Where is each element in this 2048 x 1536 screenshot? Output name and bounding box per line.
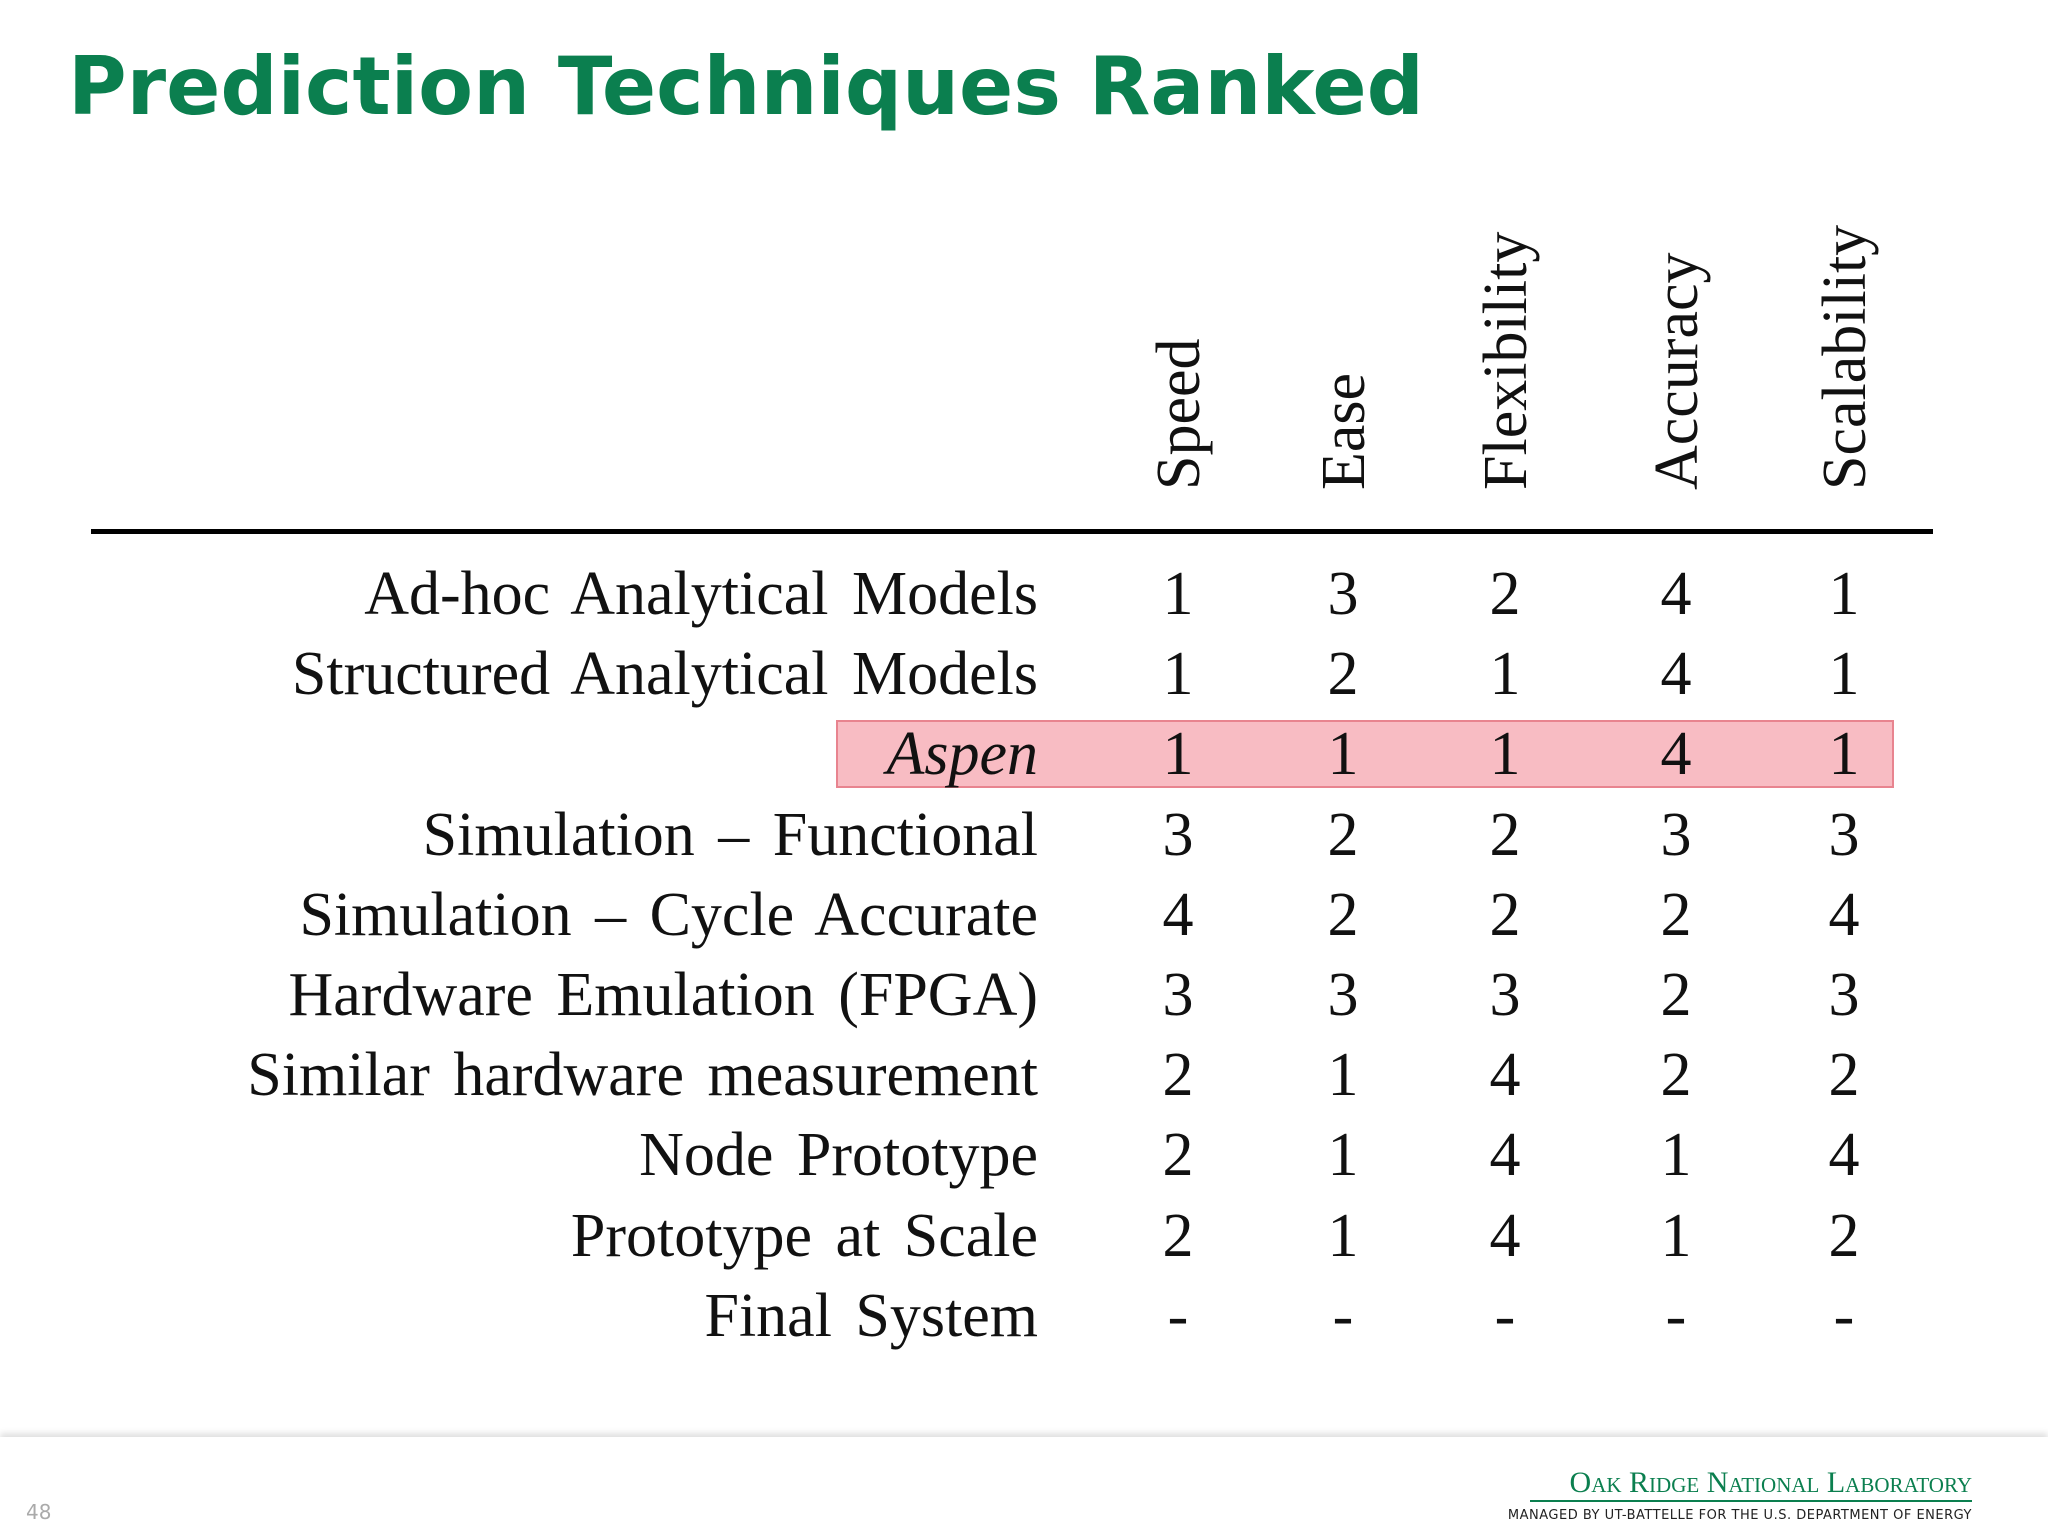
cell-value: 2 — [1327, 640, 1359, 709]
cell-value: 1 — [1828, 720, 1860, 789]
cell-value: 3 — [1327, 560, 1359, 628]
row-highlight — [836, 720, 1894, 789]
cell-value: 4 — [1162, 880, 1194, 949]
cell-value: 1 — [1162, 720, 1194, 789]
cell-value: 2 — [1828, 1201, 1860, 1270]
row-label: Similar hardware measurement — [247, 1041, 1038, 1110]
logo: Oak Ridge National Laboratory — [1529, 1466, 1972, 1502]
cell-value: 2 — [1660, 880, 1692, 949]
cell-value: 4 — [1828, 1121, 1860, 1190]
cell-value: 1 — [1327, 1121, 1359, 1190]
row-label: Structured Analytical Models — [291, 640, 1038, 709]
cell-value: 4 — [1828, 880, 1860, 949]
cell-value: 1 — [1327, 1041, 1359, 1110]
cell-value: 1 — [1327, 1201, 1359, 1270]
column-header: Flexibility — [1472, 231, 1540, 490]
cell-value: 2 — [1489, 560, 1521, 628]
row-label: Simulation – Cycle Accurate — [299, 880, 1038, 949]
cell-value: - — [1665, 1281, 1687, 1350]
footer — [0, 1437, 2048, 1536]
cell-value: 2 — [1327, 880, 1359, 949]
cell-value: 2 — [1162, 1121, 1194, 1190]
cell-value: 3 — [1162, 961, 1194, 1029]
table-rule — [91, 529, 1933, 534]
cell-value: - — [1833, 1281, 1855, 1350]
cell-value: 1 — [1489, 640, 1521, 709]
cell-value: 3 — [1489, 961, 1521, 1029]
cell-value: 3 — [1660, 800, 1692, 869]
column-header: Speed — [1145, 338, 1213, 490]
cell-value: 1 — [1660, 1201, 1692, 1270]
cell-value: 4 — [1660, 720, 1692, 789]
cell-value: 2 — [1828, 1041, 1860, 1110]
row-label: Node Prototype — [639, 1121, 1038, 1190]
column-header: Ease — [1310, 372, 1378, 490]
row-label: Ad-hoc Analytical Models — [364, 560, 1038, 628]
cell-value: 1 — [1489, 720, 1521, 789]
cell-value: 3 — [1828, 800, 1860, 869]
row-label: Prototype at Scale — [570, 1201, 1038, 1270]
cell-value: 4 — [1489, 1201, 1521, 1270]
page-number: 48 — [26, 1500, 52, 1524]
row-label: Hardware Emulation (FPGA) — [288, 961, 1039, 1029]
row-label: Aspen — [886, 720, 1038, 789]
row-label: Final System — [704, 1281, 1038, 1350]
cell-value: 1 — [1660, 1121, 1692, 1190]
cell-value: - — [1167, 1281, 1189, 1350]
column-header: Scalability — [1811, 224, 1879, 490]
cell-value: - — [1494, 1281, 1516, 1350]
cell-value: 1 — [1828, 560, 1860, 628]
row-label: Simulation – Functional — [422, 800, 1038, 869]
cell-value: 1 — [1327, 720, 1359, 789]
cell-value: 3 — [1327, 961, 1359, 1029]
cell-value: 3 — [1828, 961, 1860, 1029]
cell-value: 4 — [1489, 1041, 1521, 1110]
cell-value: 4 — [1489, 1121, 1521, 1190]
cell-value: 2 — [1162, 1041, 1194, 1110]
cell-value: 2 — [1489, 880, 1521, 949]
cell-value: 3 — [1162, 800, 1194, 869]
cell-value: 1 — [1828, 640, 1860, 709]
cell-value: 4 — [1660, 560, 1692, 628]
logo-subtitle: MANAGED BY UT-BATTELLE FOR THE U.S. DEPA… — [1507, 1508, 1972, 1523]
cell-value: 2 — [1660, 961, 1692, 1029]
cell-value: 2 — [1327, 800, 1359, 869]
cell-value: 2 — [1162, 1201, 1194, 1270]
cell-value: 2 — [1660, 1041, 1692, 1110]
cell-value: 1 — [1162, 640, 1194, 709]
column-header: Accuracy — [1643, 252, 1711, 491]
cell-value: 2 — [1489, 800, 1521, 869]
cell-value: - — [1332, 1281, 1354, 1350]
cell-value: 4 — [1660, 640, 1692, 709]
cell-value: 1 — [1162, 560, 1194, 628]
slide-title: Prediction Techniques Ranked — [68, 40, 1424, 133]
